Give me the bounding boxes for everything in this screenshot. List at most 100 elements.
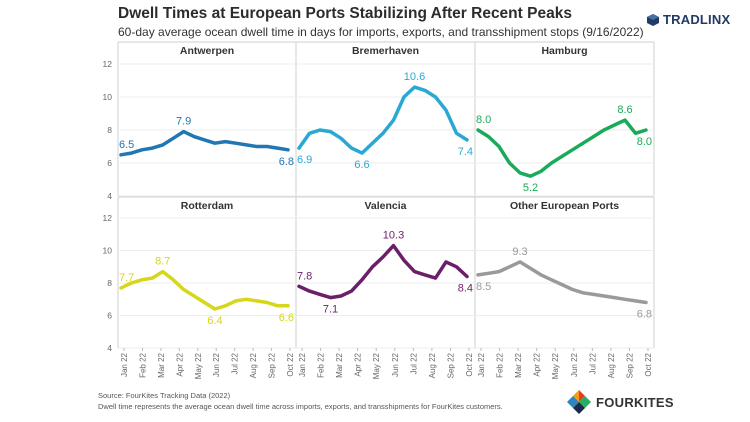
x-tick-label: Jan 22	[477, 352, 486, 377]
data-point	[287, 305, 289, 307]
x-tick-label: Mar 22	[335, 352, 344, 377]
data-point	[151, 277, 153, 279]
data-point	[603, 129, 605, 131]
panel-title: Valencia	[364, 200, 406, 212]
data-point	[466, 275, 468, 278]
data-point	[529, 175, 532, 177]
data-label: 7.9	[176, 116, 191, 128]
data-point	[487, 272, 490, 274]
y-tick-label: 12	[103, 59, 113, 69]
data-point	[141, 149, 143, 151]
data-point	[214, 142, 216, 144]
data-label: 10.3	[383, 230, 404, 242]
data-point	[624, 298, 626, 300]
data-point	[603, 295, 605, 297]
data-point	[550, 162, 553, 164]
data-label: 6.9	[297, 154, 312, 166]
tradlinx-cube-icon	[647, 13, 659, 26]
data-label: 8.7	[155, 256, 170, 268]
data-label: 8.4	[458, 283, 473, 295]
data-point	[477, 129, 479, 131]
data-point	[183, 288, 185, 291]
data-point	[276, 147, 279, 149]
tradlinx-logo-text: TRADLINX	[663, 12, 731, 27]
data-point	[561, 155, 563, 157]
data-point	[120, 287, 122, 289]
x-tick-label: Apr 22	[533, 352, 542, 376]
data-point	[508, 266, 511, 268]
data-point	[350, 290, 353, 292]
tradlinx-logo: TRADLINX	[646, 12, 730, 27]
y-tick-label: 12	[103, 213, 113, 223]
data-point	[519, 261, 521, 263]
data-point	[371, 266, 374, 268]
data-point	[308, 290, 311, 292]
data-point	[645, 301, 647, 304]
data-point	[455, 132, 458, 134]
data-point	[256, 300, 258, 302]
data-point	[466, 139, 468, 141]
x-tick-label: Jun 22	[391, 352, 400, 377]
x-tick-label: Aug 22	[428, 352, 437, 378]
data-point	[645, 129, 647, 131]
data-label: 7.1	[323, 304, 338, 316]
data-label: 9.3	[512, 246, 527, 258]
data-label: 8.0	[637, 136, 652, 148]
x-tick-label: Apr 22	[175, 352, 184, 376]
data-label: 6.6	[279, 312, 294, 324]
data-point	[141, 279, 143, 281]
data-point	[571, 288, 574, 291]
x-tick-label: Sep 22	[446, 352, 455, 378]
data-point	[382, 132, 384, 134]
data-point	[183, 131, 185, 133]
x-tick-label: May 22	[551, 352, 560, 379]
data-point	[203, 139, 206, 141]
data-label: 6.4	[207, 315, 222, 327]
x-tick-label: May 22	[372, 352, 381, 379]
fourkites-kite-icon	[567, 390, 591, 414]
y-tick-label: 4	[107, 343, 112, 353]
data-point	[276, 305, 279, 307]
data-point	[361, 152, 363, 154]
data-point	[413, 271, 416, 273]
data-point	[256, 145, 258, 148]
data-point	[550, 279, 553, 281]
source-note: Source: FourKites Tracking Data (2022)	[98, 391, 231, 400]
data-point	[424, 274, 426, 276]
x-tick-label: Feb 22	[317, 352, 326, 377]
data-point	[434, 277, 437, 279]
x-tick-label: Mar 22	[514, 352, 523, 377]
panel-title: Hamburg	[541, 45, 587, 57]
data-point	[403, 96, 405, 98]
data-point	[613, 124, 616, 126]
data-point	[130, 152, 133, 154]
data-point	[298, 147, 300, 149]
panel-title: Antwerpen	[180, 45, 234, 57]
data-point	[224, 140, 226, 143]
data-point	[634, 132, 637, 134]
data-point	[162, 144, 164, 146]
panel-title: Rotterdam	[181, 200, 234, 212]
data-label: 10.6	[404, 71, 425, 83]
data-point	[487, 136, 490, 138]
data-point	[571, 149, 574, 151]
y-tick-label: 4	[107, 191, 112, 201]
series-line	[119, 129, 290, 157]
x-tick-label: Jan 22	[298, 352, 307, 377]
data-point	[298, 285, 300, 287]
x-tick-label: Jun 22	[212, 352, 221, 377]
data-point	[329, 297, 332, 299]
definition-note: Dwell time represents the average ocean …	[98, 402, 503, 411]
x-tick-label: Feb 22	[496, 352, 505, 377]
x-tick-label: Sep 22	[268, 352, 277, 378]
data-point	[203, 301, 206, 304]
fourkites-logo-text: FOURKITES	[596, 394, 674, 410]
data-point	[613, 297, 616, 299]
data-point	[245, 144, 247, 146]
x-tick-label: Oct 22	[644, 352, 653, 376]
data-point	[340, 137, 342, 139]
data-point	[561, 284, 563, 286]
data-point	[403, 259, 405, 261]
y-tick-label: 6	[107, 311, 112, 321]
data-point	[151, 147, 153, 149]
